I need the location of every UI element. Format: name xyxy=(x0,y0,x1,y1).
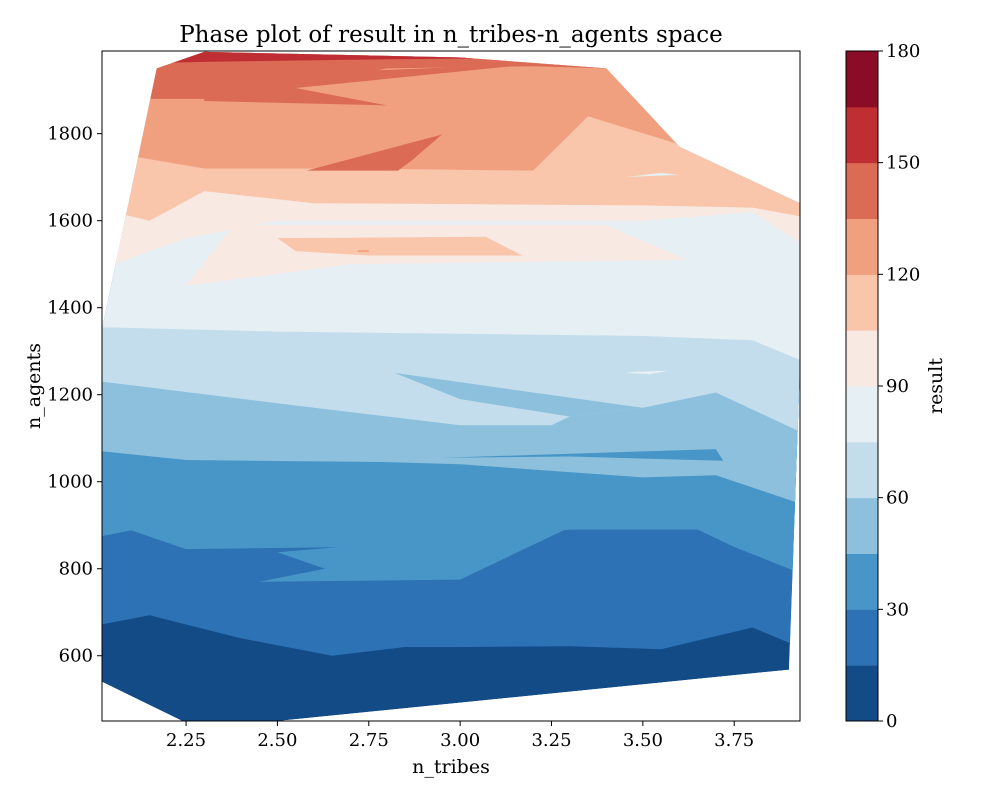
contour-island xyxy=(306,134,442,171)
colorbar-segment xyxy=(846,386,878,443)
y-tick-label: 1400 xyxy=(47,298,93,319)
y-axis: 600 800 1000 1200 1400 1600 1800 xyxy=(47,124,102,667)
x-tick-label: 3.75 xyxy=(714,730,754,751)
x-axis: 2.25 2.50 2.75 3.00 3.25 3.50 3.75 xyxy=(166,721,754,751)
colorbar-tick-label: 30 xyxy=(886,599,909,620)
chart-title: Phase plot of result in n_tribes-n_agent… xyxy=(179,22,723,48)
y-axis-label: n_agents xyxy=(23,343,45,429)
x-tick-label: 2.75 xyxy=(349,730,389,751)
colorbar-tick-label: 150 xyxy=(886,153,920,174)
x-tick-label: 2.25 xyxy=(166,730,206,751)
contour-island xyxy=(441,449,724,461)
colorbar-segment xyxy=(846,106,878,164)
x-axis-label: n_tribes xyxy=(412,756,490,778)
colorbar-segment xyxy=(846,553,878,610)
y-tick-label: 1200 xyxy=(47,385,93,406)
colorbar-segment xyxy=(846,665,878,722)
y-tick-label: 1000 xyxy=(47,472,93,493)
y-tick-label: 1600 xyxy=(47,211,93,232)
contour-island xyxy=(357,250,369,252)
contour-island xyxy=(394,372,643,417)
contour-fills xyxy=(102,51,800,721)
colorbar-tick-label: 60 xyxy=(886,488,909,509)
colorbar-tick-label: 0 xyxy=(886,711,897,732)
colorbar-segment xyxy=(846,274,878,331)
colorbar-tick-label: 90 xyxy=(886,376,909,397)
colorbar-segment xyxy=(846,51,878,108)
colorbar-segment xyxy=(846,609,878,666)
contour-island xyxy=(277,236,523,256)
contour-island xyxy=(186,279,760,317)
x-tick-label: 3.25 xyxy=(531,730,571,751)
x-tick-label: 2.50 xyxy=(257,730,297,751)
y-tick-label: 600 xyxy=(59,646,93,667)
contour-island xyxy=(204,64,534,106)
colorbar-segment xyxy=(846,162,878,219)
colorbar-label: result xyxy=(925,358,947,414)
colorbar-tick-label: 180 xyxy=(886,41,920,62)
colorbar-tick-label: 120 xyxy=(886,264,920,285)
plot-area xyxy=(101,50,801,722)
contour-island xyxy=(624,370,669,375)
y-tick-label: 1800 xyxy=(47,124,93,145)
y-tick-label: 800 xyxy=(59,559,93,580)
x-tick-label: 3.00 xyxy=(440,730,480,751)
x-tick-label: 3.50 xyxy=(623,730,663,751)
colorbar-segment xyxy=(846,218,878,275)
contour-island xyxy=(259,527,570,582)
colorbar-segment xyxy=(846,330,878,387)
contour-island xyxy=(624,172,680,178)
plot-frame xyxy=(101,50,801,722)
colorbar-segment xyxy=(846,497,878,554)
colorbar: 0 30 60 90 120 150 180 xyxy=(845,41,920,732)
colorbar-segment xyxy=(846,441,878,499)
